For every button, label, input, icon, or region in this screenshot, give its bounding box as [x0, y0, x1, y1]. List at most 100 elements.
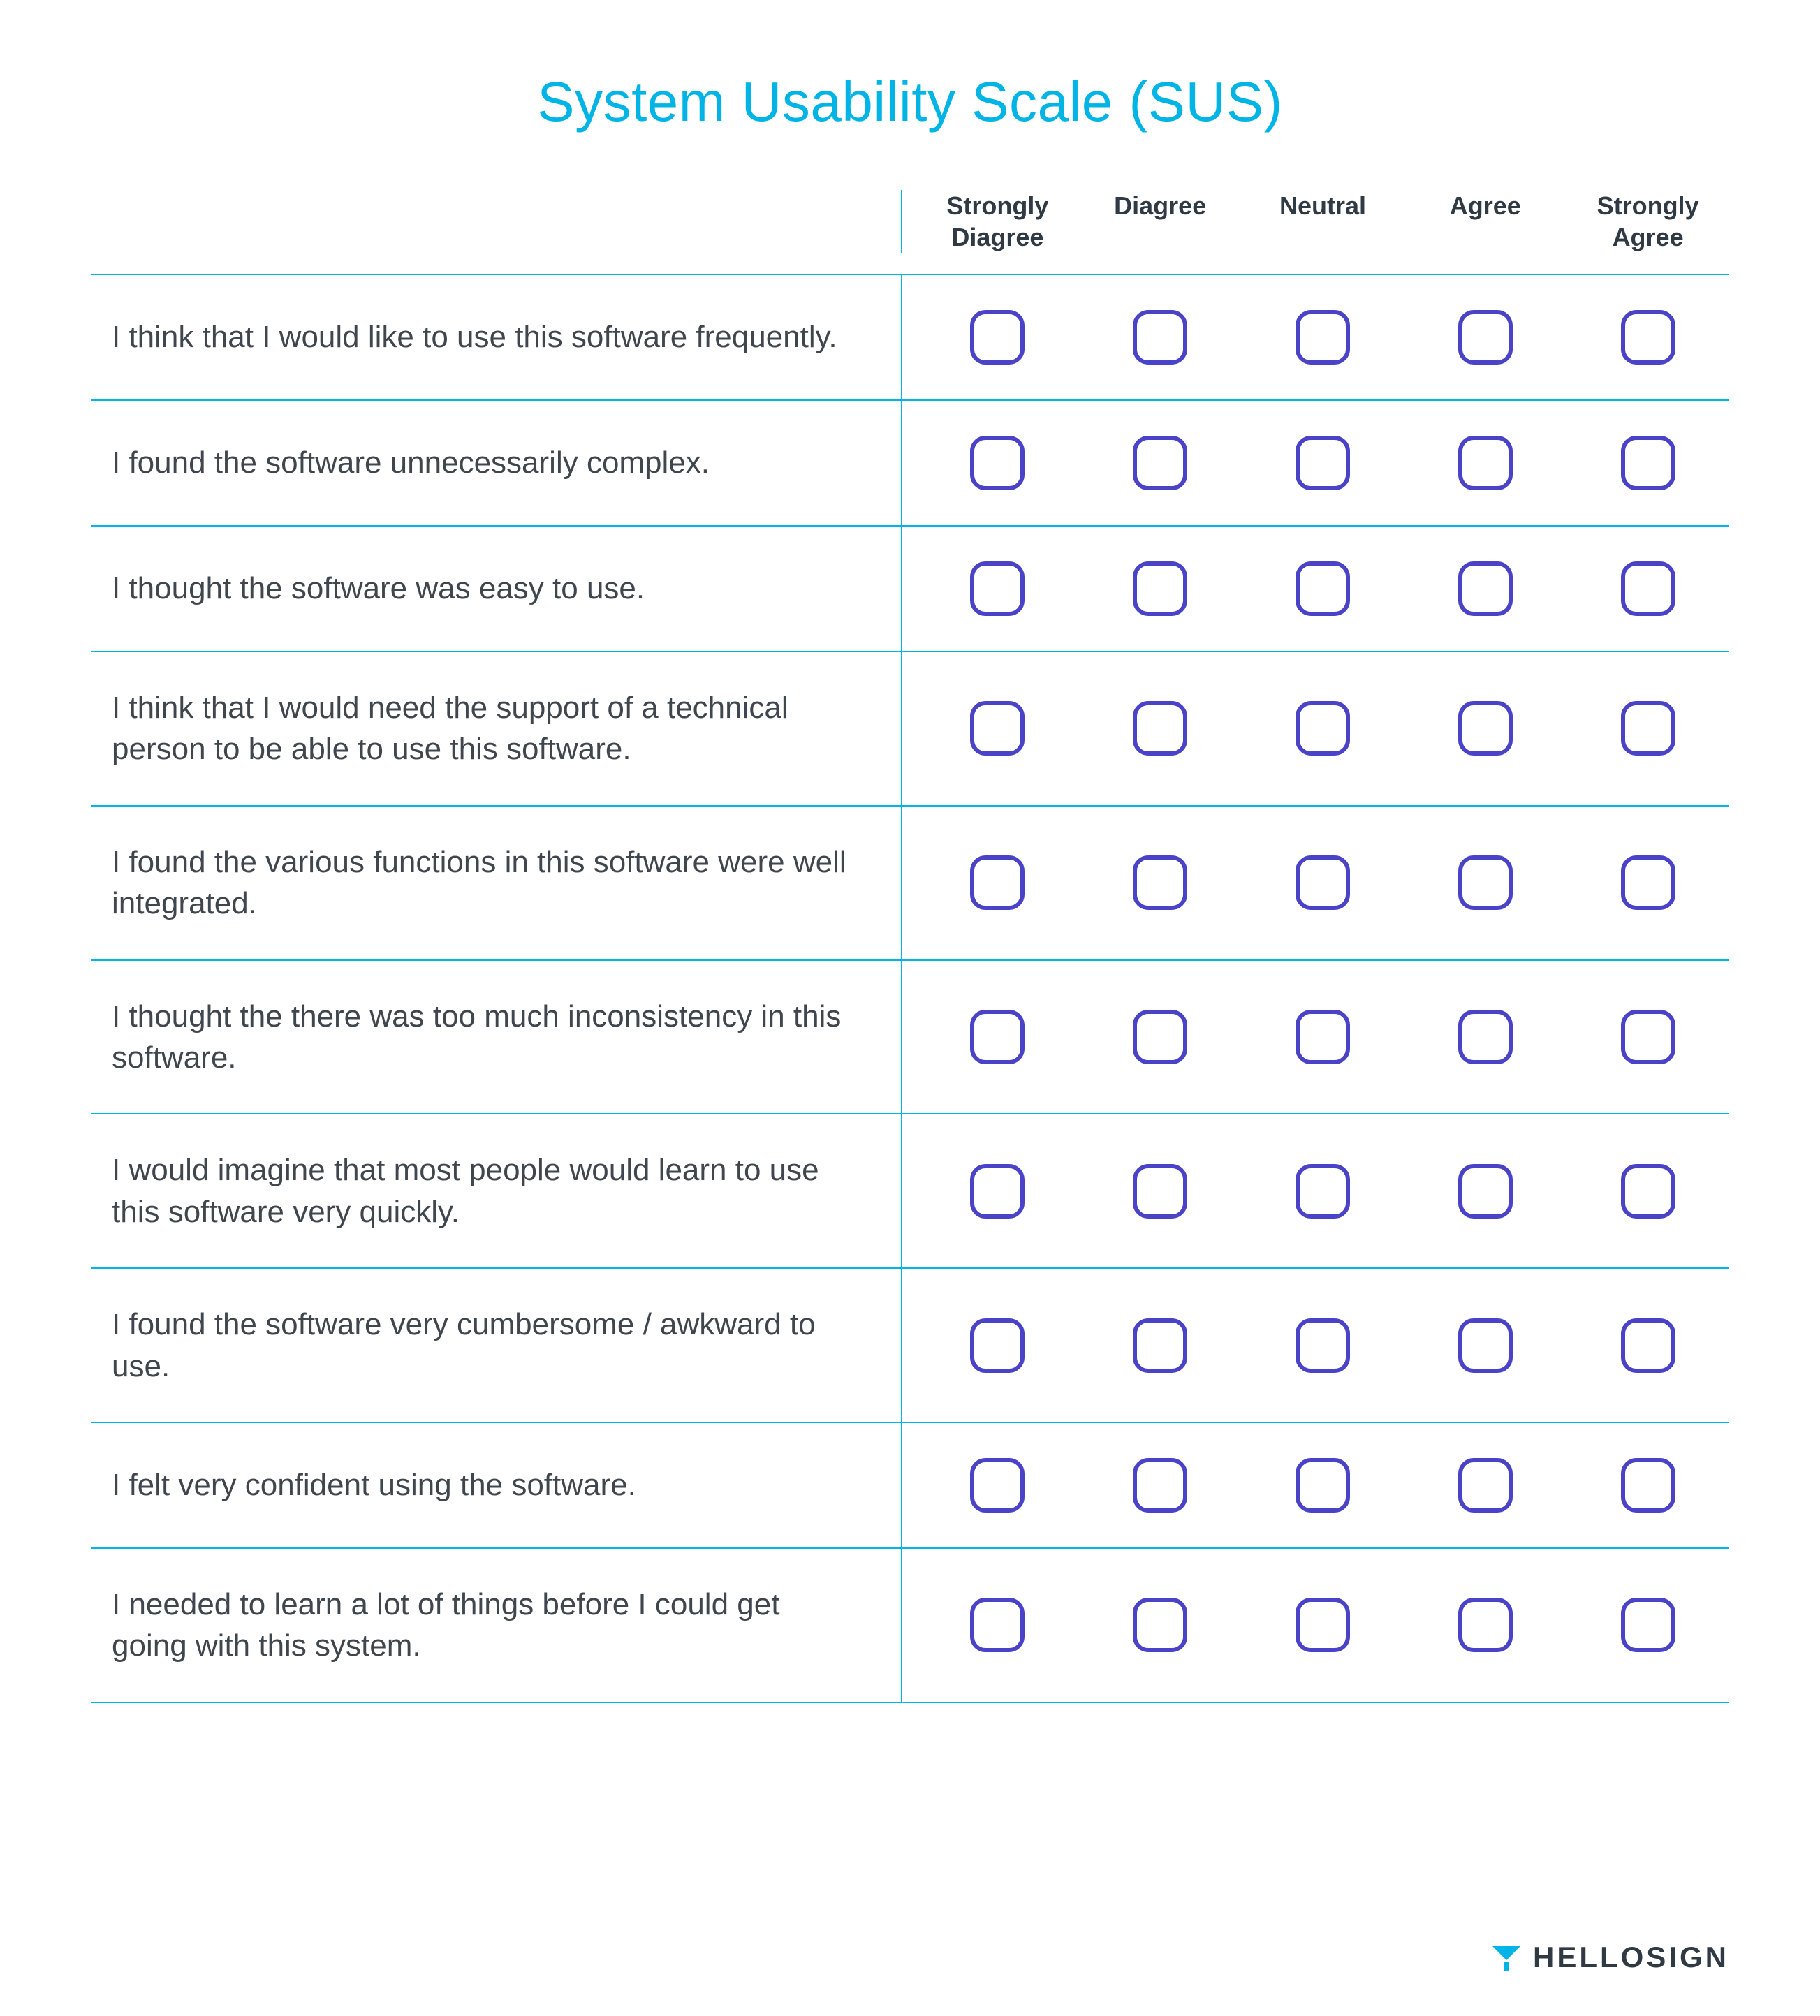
- question-text: I think that I would like to use this so…: [91, 281, 901, 392]
- likert-checkbox[interactable]: [1133, 561, 1187, 616]
- option-cell: [1242, 1458, 1404, 1513]
- likert-checkbox[interactable]: [1296, 701, 1350, 756]
- likert-checkbox[interactable]: [1458, 1318, 1513, 1373]
- likert-checkbox[interactable]: [970, 701, 1025, 756]
- likert-checkbox[interactable]: [970, 436, 1025, 490]
- option-cell: [1079, 1164, 1242, 1219]
- option-cell: [916, 436, 1079, 490]
- question-options: [901, 1269, 1729, 1422]
- question-text: I would imagine that most people would l…: [91, 1114, 901, 1267]
- question-options: [901, 961, 1729, 1114]
- likert-checkbox[interactable]: [1296, 436, 1350, 490]
- option-cell: [1566, 1318, 1729, 1373]
- likert-checkbox[interactable]: [1621, 1010, 1675, 1064]
- option-cell: [1566, 1598, 1729, 1652]
- option-cell: [1079, 1010, 1242, 1064]
- option-cell: [916, 310, 1079, 365]
- likert-checkbox[interactable]: [1458, 310, 1513, 365]
- likert-checkbox[interactable]: [1458, 855, 1513, 910]
- question-row: I thought the software was easy to use.: [91, 525, 1729, 651]
- option-cell: [916, 1010, 1079, 1064]
- likert-checkbox[interactable]: [1458, 561, 1513, 616]
- option-cell: [916, 1318, 1079, 1373]
- option-cell: [1242, 701, 1404, 756]
- question-options: [901, 1423, 1729, 1547]
- likert-checkbox[interactable]: [1458, 701, 1513, 756]
- option-cell: [1079, 1598, 1242, 1652]
- likert-checkbox[interactable]: [1458, 1598, 1513, 1652]
- question-text: I needed to learn a lot of things before…: [91, 1549, 901, 1702]
- likert-checkbox[interactable]: [1621, 1598, 1675, 1652]
- option-cell: [1566, 701, 1729, 756]
- likert-checkbox[interactable]: [1458, 436, 1513, 490]
- likert-checkbox[interactable]: [970, 310, 1025, 365]
- option-cell: [1404, 701, 1566, 756]
- likert-checkbox[interactable]: [970, 1458, 1025, 1513]
- page-container: System Usability Scale (SUS) Strongly Di…: [0, 0, 1820, 2016]
- question-text: I found the software very cumbersome / a…: [91, 1269, 901, 1422]
- likert-checkbox[interactable]: [1133, 701, 1187, 756]
- question-row: I needed to learn a lot of things before…: [91, 1547, 1729, 1703]
- likert-checkbox[interactable]: [1621, 561, 1675, 616]
- option-cell: [1079, 310, 1242, 365]
- option-cell: [1566, 855, 1729, 910]
- likert-checkbox[interactable]: [1621, 855, 1675, 910]
- option-cell: [1566, 436, 1729, 490]
- likert-checkbox[interactable]: [1458, 1164, 1513, 1219]
- question-row: I found the software unnecessarily compl…: [91, 399, 1729, 525]
- option-cell: [1079, 1318, 1242, 1373]
- likert-checkbox[interactable]: [1133, 1164, 1187, 1219]
- likert-checkbox[interactable]: [1296, 1598, 1350, 1652]
- option-cell: [916, 701, 1079, 756]
- option-cell: [1242, 436, 1404, 490]
- question-options: [901, 652, 1729, 805]
- option-cell: [1242, 855, 1404, 910]
- option-cell: [1242, 1598, 1404, 1652]
- likert-checkbox[interactable]: [1621, 436, 1675, 490]
- option-cell: [1404, 855, 1566, 910]
- option-cell: [1566, 1010, 1729, 1064]
- option-cell: [1079, 855, 1242, 910]
- likert-checkbox[interactable]: [1621, 701, 1675, 756]
- likert-checkbox[interactable]: [1133, 1458, 1187, 1513]
- likert-checkbox[interactable]: [1458, 1010, 1513, 1064]
- likert-checkbox[interactable]: [1621, 1458, 1675, 1513]
- likert-checkbox[interactable]: [1133, 310, 1187, 365]
- option-cell: [1079, 436, 1242, 490]
- likert-checkbox[interactable]: [1621, 1164, 1675, 1219]
- scale-header: Diagree: [1079, 190, 1242, 253]
- likert-checkbox[interactable]: [970, 855, 1025, 910]
- option-cell: [1079, 701, 1242, 756]
- likert-checkbox[interactable]: [970, 1598, 1025, 1652]
- likert-checkbox[interactable]: [1621, 310, 1675, 365]
- option-cell: [1404, 436, 1566, 490]
- likert-checkbox[interactable]: [1296, 1010, 1350, 1064]
- likert-checkbox[interactable]: [1133, 436, 1187, 490]
- likert-checkbox[interactable]: [1458, 1458, 1513, 1513]
- option-cell: [1566, 1458, 1729, 1513]
- likert-checkbox[interactable]: [1296, 1458, 1350, 1513]
- likert-checkbox[interactable]: [1133, 855, 1187, 910]
- likert-checkbox[interactable]: [1296, 1318, 1350, 1373]
- option-cell: [916, 1458, 1079, 1513]
- question-row: I think that I would like to use this so…: [91, 274, 1729, 399]
- likert-checkbox[interactable]: [970, 561, 1025, 616]
- option-cell: [1566, 310, 1729, 365]
- question-text: I found the software unnecessarily compl…: [91, 407, 901, 518]
- likert-checkbox[interactable]: [1133, 1598, 1187, 1652]
- question-row: I thought the there was too much inconsi…: [91, 959, 1729, 1114]
- likert-checkbox[interactable]: [970, 1318, 1025, 1373]
- likert-checkbox[interactable]: [1296, 310, 1350, 365]
- question-row: I found the software very cumbersome / a…: [91, 1267, 1729, 1422]
- likert-checkbox[interactable]: [1133, 1318, 1187, 1373]
- likert-checkbox[interactable]: [1296, 1164, 1350, 1219]
- likert-checkbox[interactable]: [970, 1010, 1025, 1064]
- likert-checkbox[interactable]: [970, 1164, 1025, 1219]
- scale-header: Neutral: [1242, 190, 1404, 253]
- likert-checkbox[interactable]: [1133, 1010, 1187, 1064]
- likert-checkbox[interactable]: [1296, 561, 1350, 616]
- likert-checkbox[interactable]: [1296, 855, 1350, 910]
- likert-checkbox[interactable]: [1621, 1318, 1675, 1373]
- option-cell: [916, 561, 1079, 616]
- question-options: [901, 807, 1729, 959]
